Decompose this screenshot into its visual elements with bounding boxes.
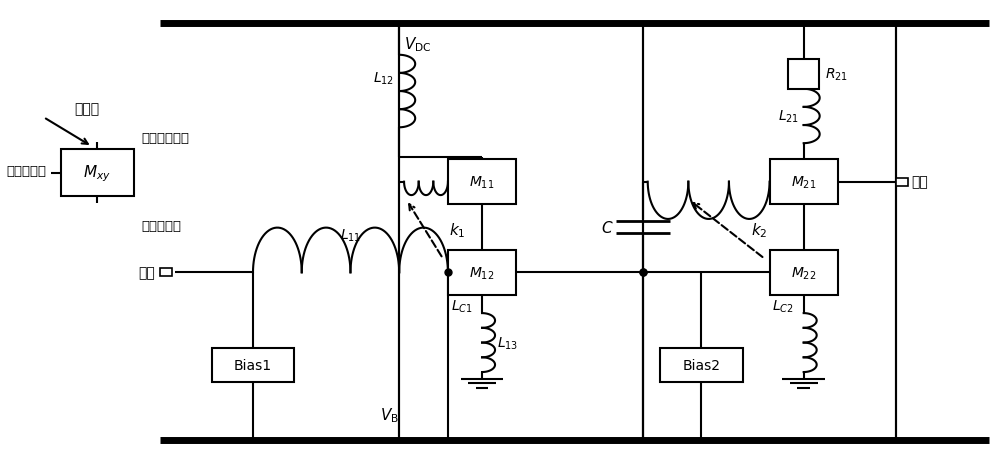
FancyBboxPatch shape [212,349,294,382]
Text: 栅（基）极: 栅（基）极 [6,165,46,177]
Text: $M_{xy}$: $M_{xy}$ [83,163,111,183]
Text: 源（射）极: 源（射）极 [141,220,181,233]
Text: $L_{21}$: $L_{21}$ [778,109,799,125]
FancyBboxPatch shape [448,160,516,205]
Text: $M_{22}$: $M_{22}$ [791,264,816,281]
Text: 晶体管: 晶体管 [75,102,100,116]
FancyBboxPatch shape [896,178,908,187]
Text: $k_{1}$: $k_{1}$ [449,220,466,239]
Text: $R_{21}$: $R_{21}$ [825,67,848,83]
FancyBboxPatch shape [61,150,134,197]
Text: $M_{12}$: $M_{12}$ [469,264,495,281]
Text: $V_{\rm B}$: $V_{\rm B}$ [380,405,399,424]
Text: $L_{12}$: $L_{12}$ [373,70,394,86]
Text: $L_{C1}$: $L_{C1}$ [451,298,472,314]
Text: $L_{C2}$: $L_{C2}$ [772,298,794,314]
FancyBboxPatch shape [160,268,172,277]
Text: $V_{\rm DC}$: $V_{\rm DC}$ [404,35,432,54]
Text: $k_{2}$: $k_{2}$ [751,220,768,239]
FancyBboxPatch shape [770,250,838,295]
FancyBboxPatch shape [770,160,838,205]
FancyBboxPatch shape [660,349,743,382]
Text: $M_{21}$: $M_{21}$ [791,174,816,191]
Text: Bias2: Bias2 [682,359,720,372]
Text: 输出: 输出 [911,175,928,189]
Text: 漏（集电）极: 漏（集电）极 [141,131,189,145]
FancyBboxPatch shape [788,60,819,90]
FancyBboxPatch shape [448,250,516,295]
Text: $C$: $C$ [601,219,614,236]
Text: 输入: 输入 [139,266,156,280]
Text: Bias1: Bias1 [234,359,272,372]
Text: $M_{11}$: $M_{11}$ [469,174,495,191]
Text: $L_{13}$: $L_{13}$ [497,334,518,351]
Text: $L_{11}$: $L_{11}$ [340,227,361,243]
